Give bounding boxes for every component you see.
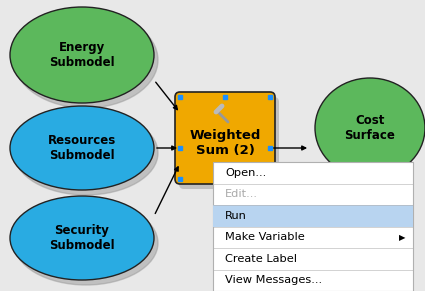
Ellipse shape (10, 7, 154, 103)
FancyBboxPatch shape (179, 97, 279, 189)
Ellipse shape (14, 111, 158, 195)
Text: View Messages...: View Messages... (225, 275, 322, 285)
Text: Cost
Surface: Cost Surface (345, 114, 395, 142)
Ellipse shape (10, 196, 154, 280)
Text: Make Variable: Make Variable (225, 232, 305, 242)
Text: Edit...: Edit... (225, 189, 258, 199)
Ellipse shape (14, 12, 158, 108)
Text: Open...: Open... (225, 168, 266, 178)
Ellipse shape (10, 106, 154, 190)
Text: Resources
Submodel: Resources Submodel (48, 134, 116, 162)
Text: Weighted
Sum (2): Weighted Sum (2) (189, 129, 261, 157)
Text: Energy
Submodel: Energy Submodel (49, 41, 115, 69)
Text: Security
Submodel: Security Submodel (49, 224, 115, 252)
Ellipse shape (14, 201, 158, 285)
FancyBboxPatch shape (213, 162, 413, 291)
FancyBboxPatch shape (213, 205, 413, 226)
Text: Create Label: Create Label (225, 254, 297, 264)
FancyBboxPatch shape (175, 92, 275, 184)
Text: ▶: ▶ (399, 233, 405, 242)
Text: Run: Run (225, 211, 247, 221)
Ellipse shape (315, 78, 425, 178)
